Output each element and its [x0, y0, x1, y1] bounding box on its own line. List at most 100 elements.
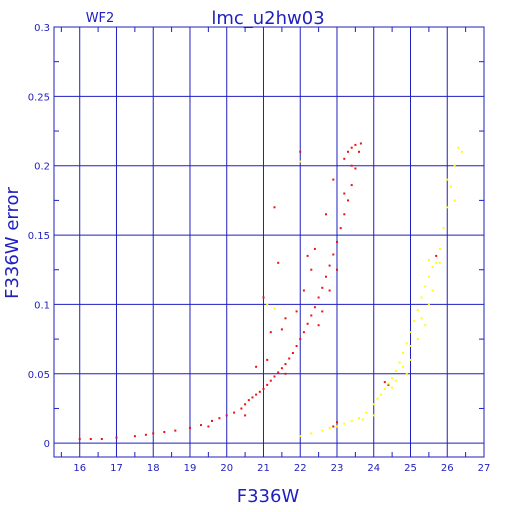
data-point [339, 227, 342, 230]
data-point [343, 192, 346, 195]
data-point [376, 397, 379, 400]
y-axis-label: F336W error [2, 187, 23, 299]
y-tick-label: 0.2 [34, 162, 50, 173]
data-point [233, 411, 236, 414]
data-point [266, 303, 269, 306]
data-point [218, 417, 221, 420]
x-tick-label: 21 [257, 463, 270, 474]
data-point [387, 382, 390, 385]
data-point [358, 417, 360, 420]
data-point [424, 285, 427, 288]
data-point [78, 438, 81, 440]
data-point [453, 199, 456, 202]
data-point [380, 393, 383, 396]
data-point [358, 150, 360, 153]
data-point [207, 425, 210, 428]
data-point [302, 331, 305, 334]
data-point [416, 338, 419, 341]
data-point [431, 289, 434, 292]
data-point [152, 432, 155, 435]
data-point [310, 432, 313, 435]
x-tick-label: 25 [404, 463, 417, 474]
data-point [288, 357, 291, 360]
data-point [325, 275, 327, 278]
data-point [317, 324, 320, 327]
data-point [277, 371, 280, 374]
data-point [438, 247, 441, 250]
x-tick-label: 22 [294, 463, 307, 474]
data-point [310, 268, 313, 271]
data-point [405, 342, 408, 345]
data-point [211, 419, 213, 422]
data-points [78, 142, 463, 440]
data-point [280, 367, 283, 370]
data-point [225, 414, 228, 417]
y-tick-label: 0 [44, 439, 50, 450]
data-point [284, 363, 287, 366]
data-point [255, 365, 258, 368]
data-point [343, 213, 346, 216]
data-point [442, 227, 445, 230]
data-point [365, 411, 368, 414]
y-tick-labels: 0 0.05 0.1 0.15 0.2 0.25 0.3 [28, 23, 50, 450]
data-point [317, 296, 320, 299]
y-tick-label: 0.05 [28, 370, 50, 381]
data-point [321, 310, 324, 313]
data-point [350, 164, 353, 167]
data-point [332, 253, 335, 256]
data-point [89, 438, 92, 440]
data-point [295, 345, 298, 347]
data-point [328, 264, 331, 267]
data-point [383, 381, 386, 384]
data-point [273, 375, 276, 378]
data-point [295, 310, 298, 313]
data-point [361, 418, 364, 421]
data-point [354, 167, 357, 170]
y-tick-label: 0.3 [34, 23, 50, 34]
data-point [284, 372, 287, 375]
data-point [420, 296, 423, 299]
data-point [427, 303, 430, 306]
data-point [240, 407, 243, 410]
x-tick-label: 23 [331, 463, 344, 474]
data-point [273, 307, 276, 310]
data-point [350, 184, 353, 187]
data-point [321, 429, 324, 432]
data-point [332, 178, 335, 181]
data-point [299, 150, 302, 153]
data-point [313, 306, 316, 309]
data-point [306, 254, 309, 257]
data-point [409, 358, 412, 361]
data-point [453, 164, 456, 167]
data-point [350, 146, 353, 149]
data-point [332, 425, 335, 428]
data-point [446, 178, 449, 181]
x-tick-label: 27 [478, 463, 491, 474]
data-point [336, 425, 338, 428]
x-tick-label: 18 [147, 463, 160, 474]
data-point [402, 365, 405, 368]
data-point [354, 143, 357, 146]
data-point [427, 259, 430, 261]
data-point [258, 390, 261, 393]
data-point [446, 206, 449, 209]
plot-frame [53, 26, 485, 458]
data-point [431, 266, 434, 268]
data-point [391, 386, 394, 389]
data-point [244, 414, 247, 417]
data-point [394, 379, 397, 382]
chart-subtitle: WF2 [86, 11, 115, 26]
x-axis-label: F336W [237, 486, 300, 507]
data-point [280, 328, 283, 331]
data-point [449, 185, 452, 188]
data-point [262, 388, 265, 390]
data-point [350, 419, 353, 422]
x-tick-labels: 16 17 18 19 20 21 22 23 24 25 26 27 [73, 463, 490, 474]
data-point [409, 345, 412, 347]
data-point [266, 383, 269, 386]
data-point [383, 388, 386, 390]
data-point [284, 317, 287, 320]
y-tick-label: 0.1 [34, 300, 50, 311]
